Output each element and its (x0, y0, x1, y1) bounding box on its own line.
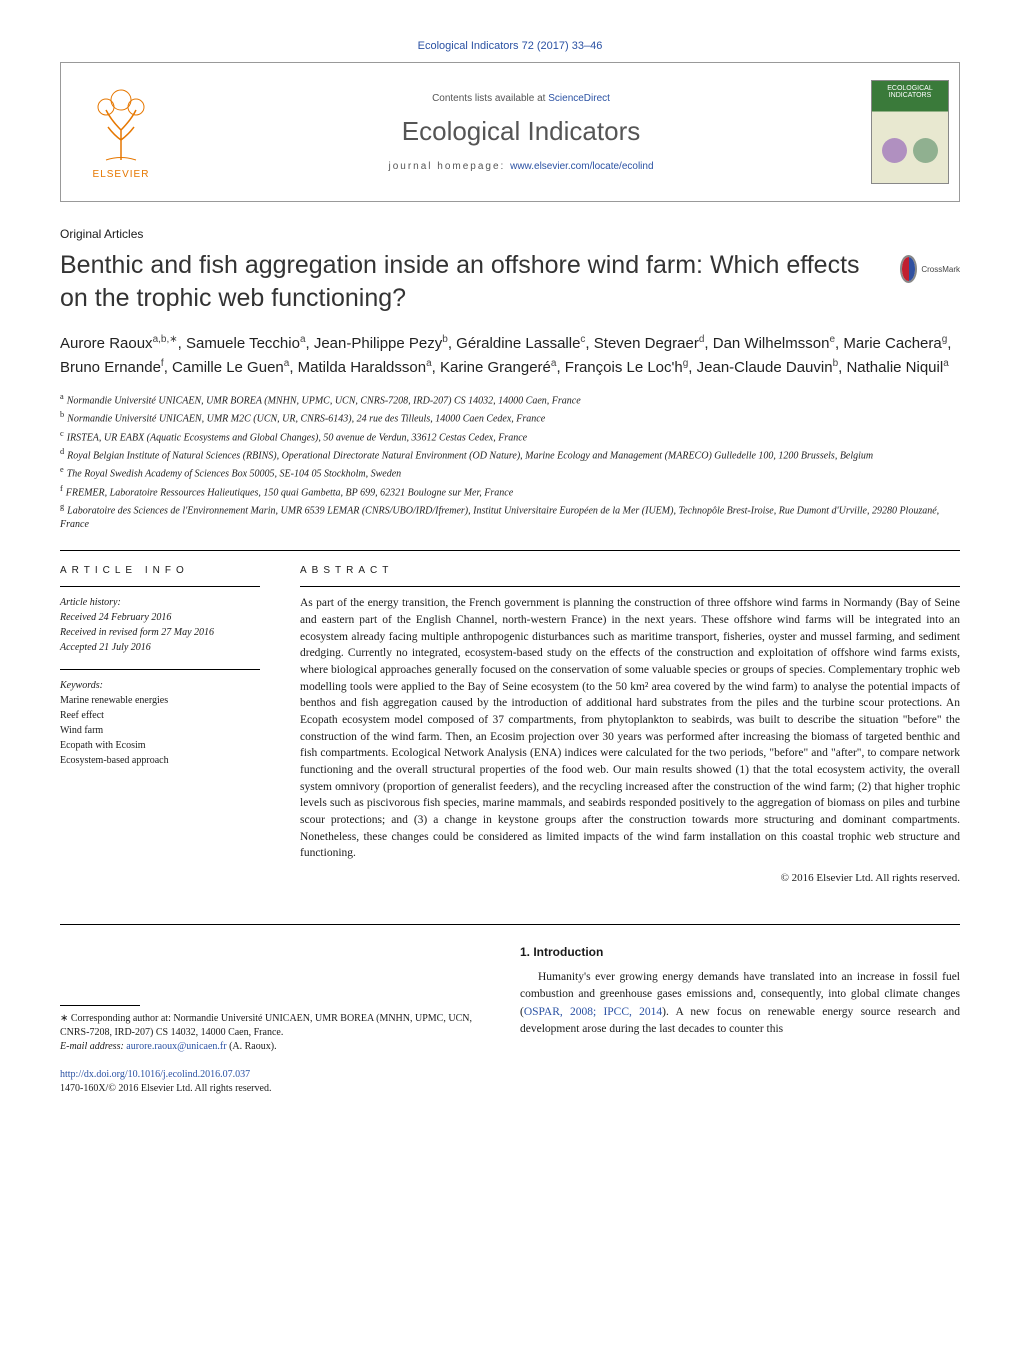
body-left-column: ∗ Corresponding author at: Normandie Uni… (60, 945, 480, 1054)
doi-link[interactable]: http://dx.doi.org/10.1016/j.ecolind.2016… (60, 1069, 250, 1080)
publisher-name: ELSEVIER (93, 169, 150, 180)
author: Camille Le Guena (172, 359, 289, 376)
keyword: Ecosystem-based approach (60, 755, 169, 766)
journal-citation-line: Ecological Indicators 72 (2017) 33–46 (60, 40, 960, 52)
homepage-prefix: journal homepage: (388, 161, 510, 172)
affiliation: bNormandie Université UNICAEN, UMR M2C (… (60, 409, 960, 426)
affiliation: cIRSTEA, UR EABX (Aquatic Ecosystems and… (60, 428, 960, 445)
author: Nathalie Niquila (846, 359, 948, 376)
footnotes-block: ∗ Corresponding author at: Normandie Uni… (60, 1012, 480, 1054)
article-title: Benthic and fish aggregation inside an o… (60, 249, 880, 314)
author: Marie Cacherag (843, 335, 947, 352)
keywords-block: Keywords: Marine renewable energies Reef … (60, 678, 260, 768)
email-line: E-mail address: aurore.raoux@unicaen.fr … (60, 1040, 480, 1054)
history-received: Received 24 February 2016 (60, 612, 171, 623)
author: Dan Wilhelmssone (713, 335, 835, 352)
journal-header-mid: Contents lists available at ScienceDirec… (171, 93, 871, 172)
author: Jean-Claude Dauvinb (697, 359, 838, 376)
separator-line (60, 924, 960, 925)
journal-homepage-line: journal homepage: www.elsevier.com/locat… (171, 161, 871, 172)
footnotes-separator (60, 1005, 140, 1006)
info-separator (60, 669, 260, 670)
introduction-heading: 1. Introduction (520, 945, 960, 959)
abstract-column: ABSTRACT As part of the energy transitio… (300, 565, 960, 884)
abstract-label: ABSTRACT (300, 565, 960, 576)
journal-header-box: ELSEVIER Contents lists available at Sci… (60, 62, 960, 202)
affiliation: aNormandie Université UNICAEN, UMR BOREA… (60, 391, 960, 408)
affiliation: dRoyal Belgian Institute of Natural Scie… (60, 446, 960, 463)
introduction-text: Humanity's ever growing energy demands h… (520, 969, 960, 1038)
crossmark-label: CrossMark (921, 265, 960, 274)
email-label: E-mail address: (60, 1041, 126, 1052)
keywords-label: Keywords: (60, 678, 260, 693)
elsevier-tree-icon (86, 85, 156, 165)
journal-title: Ecological Indicators (171, 116, 871, 147)
affiliation: eThe Royal Swedish Academy of Sciences B… (60, 464, 960, 481)
keyword: Marine renewable energies (60, 695, 168, 706)
keywords-list: Marine renewable energies Reef effect Wind… (60, 695, 169, 766)
crossmark-badge[interactable]: CrossMark (900, 249, 960, 289)
author: Bruno Ernandef (60, 359, 164, 376)
history-revised: Received in revised form 27 May 2016 (60, 627, 214, 638)
publisher-logo: ELSEVIER (71, 72, 171, 192)
article-history: Article history: Received 24 February 20… (60, 595, 260, 655)
keyword: Wind farm (60, 725, 103, 736)
info-abstract-row: ARTICLE INFO Article history: Received 2… (60, 565, 960, 884)
author: Steven Degraerd (594, 335, 705, 352)
crossmark-icon (900, 255, 917, 283)
author: Aurore Raouxa,b,∗ (60, 335, 178, 352)
article-info-label: ARTICLE INFO (60, 565, 260, 576)
history-accepted: Accepted 21 July 2016 (60, 642, 151, 653)
title-row: Benthic and fish aggregation inside an o… (60, 249, 960, 332)
intro-citation-link[interactable]: OSPAR, 2008; IPCC, 2014 (524, 1006, 662, 1018)
contents-available-line: Contents lists available at ScienceDirec… (171, 93, 871, 104)
author: Matilda Haraldssona (298, 359, 432, 376)
author: Géraldine Lassallec (456, 335, 585, 352)
article-type: Original Articles (60, 227, 960, 241)
author: Samuele Tecchioa (186, 335, 306, 352)
page-footer: http://dx.doi.org/10.1016/j.ecolind.2016… (60, 1068, 960, 1096)
body-columns: ∗ Corresponding author at: Normandie Uni… (60, 945, 960, 1054)
journal-homepage-link[interactable]: www.elsevier.com/locate/ecolind (510, 161, 653, 172)
body-right-column: 1. Introduction Humanity's ever growing … (520, 945, 960, 1054)
separator-line (60, 550, 960, 551)
author: Jean-Philippe Pezyb (314, 335, 448, 352)
corresponding-author-note: ∗ Corresponding author at: Normandie Uni… (60, 1012, 480, 1040)
abstract-copyright: © 2016 Elsevier Ltd. All rights reserved… (300, 872, 960, 884)
corresponding-email-link[interactable]: aurore.raoux@unicaen.fr (126, 1041, 226, 1052)
contents-prefix: Contents lists available at (432, 93, 548, 104)
history-label: Article history: (60, 595, 260, 610)
keyword: Ecopath with Ecosim (60, 740, 146, 751)
info-separator (60, 586, 260, 587)
affiliations-list: aNormandie Université UNICAEN, UMR BOREA… (60, 391, 960, 532)
email-suffix: (A. Raoux). (227, 1041, 277, 1052)
authors-list: Aurore Raouxa,b,∗, Samuele Tecchioa, Jea… (60, 332, 960, 379)
affiliation: fFREMER, Laboratoire Ressources Halieuti… (60, 483, 960, 500)
abstract-text: As part of the energy transition, the Fr… (300, 595, 960, 862)
cover-thumbnail-label: ECOLOGICAL INDICATORS (872, 85, 948, 99)
author: François Le Loc'hg (565, 359, 689, 376)
keyword: Reef effect (60, 710, 104, 721)
article-info-column: ARTICLE INFO Article history: Received 2… (60, 565, 260, 884)
journal-cover-thumbnail: ECOLOGICAL INDICATORS (871, 80, 949, 184)
author: Karine Grangeréa (440, 359, 556, 376)
affiliation: gLaboratoire des Sciences de l'Environne… (60, 501, 960, 532)
sciencedirect-link[interactable]: ScienceDirect (548, 93, 610, 104)
issn-copyright-line: 1470-160X/© 2016 Elsevier Ltd. All right… (60, 1083, 271, 1094)
abstract-separator (300, 586, 960, 587)
